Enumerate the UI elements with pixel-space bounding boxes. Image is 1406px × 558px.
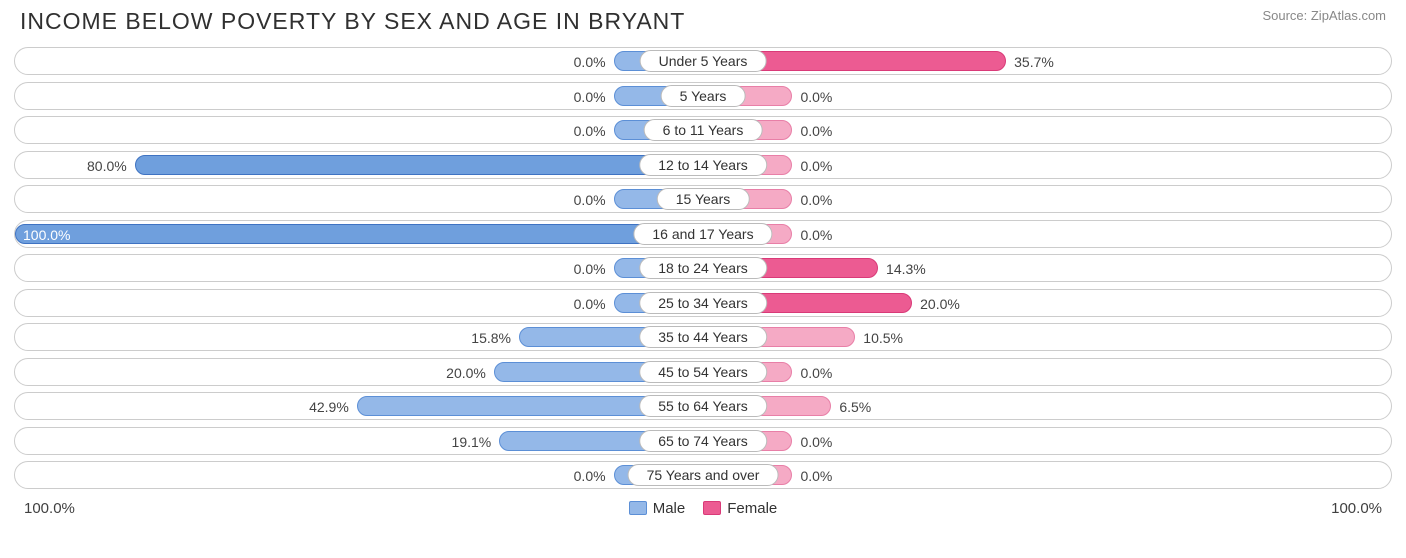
age-label: 6 to 11 Years [644,119,763,141]
legend-female-label: Female [727,500,777,517]
male-value: 0.0% [574,186,606,214]
age-label: 18 to 24 Years [639,257,767,279]
male-value: 0.0% [574,462,606,490]
legend-male-label: Male [653,500,686,517]
male-value: 19.1% [452,428,492,456]
age-label: 55 to 64 Years [639,395,767,417]
age-label: 5 Years [661,85,746,107]
female-value: 35.7% [1014,48,1054,76]
male-value: 0.0% [574,83,606,111]
data-row: 19.1% 0.0% 65 to 74 Years [14,427,1392,455]
age-label: 65 to 74 Years [639,430,767,452]
female-value: 14.3% [886,255,926,283]
female-value: 10.5% [863,324,903,352]
male-swatch-icon [629,501,647,515]
female-value: 20.0% [920,290,960,318]
age-label: 12 to 14 Years [639,154,767,176]
data-row: 0.0% 20.0% 25 to 34 Years [14,289,1392,317]
female-swatch-icon [703,501,721,515]
age-label: 15 Years [657,188,750,210]
male-value: 0.0% [574,255,606,283]
legend-female: Female [703,500,777,517]
male-value: 15.8% [471,324,511,352]
male-value: 0.0% [574,290,606,318]
age-label: 16 and 17 Years [633,223,772,245]
male-value: 0.0% [574,117,606,145]
female-value: 6.5% [839,393,871,421]
data-row: 0.0% 35.7% Under 5 Years [14,47,1392,75]
axis-max-left: 100.0% [24,500,75,517]
age-label: 75 Years and over [628,464,779,486]
data-row: 0.0% 0.0% 5 Years [14,82,1392,110]
age-label: 35 to 44 Years [639,326,767,348]
male-value: 100.0% [23,221,70,249]
female-value: 0.0% [800,428,832,456]
data-row: 20.0% 0.0% 45 to 54 Years [14,358,1392,386]
male-value: 42.9% [309,393,349,421]
data-row: 80.0% 0.0% 12 to 14 Years [14,151,1392,179]
data-row: 0.0% 0.0% 75 Years and over [14,461,1392,489]
female-value: 0.0% [800,462,832,490]
male-bar [135,155,703,175]
male-value: 0.0% [574,48,606,76]
data-row: 0.0% 0.0% 6 to 11 Years [14,116,1392,144]
age-label: 25 to 34 Years [639,292,767,314]
male-value: 80.0% [87,152,127,180]
data-row: 42.9% 6.5% 55 to 64 Years [14,392,1392,420]
female-value: 0.0% [800,221,832,249]
data-row: 15.8% 10.5% 35 to 44 Years [14,323,1392,351]
source-label: Source: ZipAtlas.com [1262,8,1386,23]
legend: Male Female [75,500,1331,517]
female-value: 0.0% [800,186,832,214]
female-value: 0.0% [800,152,832,180]
legend-male: Male [629,500,686,517]
data-row: 100.0% 0.0% 16 and 17 Years [14,220,1392,248]
female-value: 0.0% [800,83,832,111]
female-value: 0.0% [800,359,832,387]
male-value: 20.0% [446,359,486,387]
female-value: 0.0% [800,117,832,145]
age-label: 45 to 54 Years [639,361,767,383]
data-row: 0.0% 14.3% 18 to 24 Years [14,254,1392,282]
data-row: 0.0% 0.0% 15 Years [14,185,1392,213]
axis-max-right: 100.0% [1331,500,1382,517]
chart-area: 0.0%35.7%Under 5 Years0.0%0.0%5 Years0.0… [0,35,1406,489]
chart-title: INCOME BELOW POVERTY BY SEX AND AGE IN B… [20,8,685,35]
age-label: Under 5 Years [640,50,767,72]
male-bar [15,224,703,244]
